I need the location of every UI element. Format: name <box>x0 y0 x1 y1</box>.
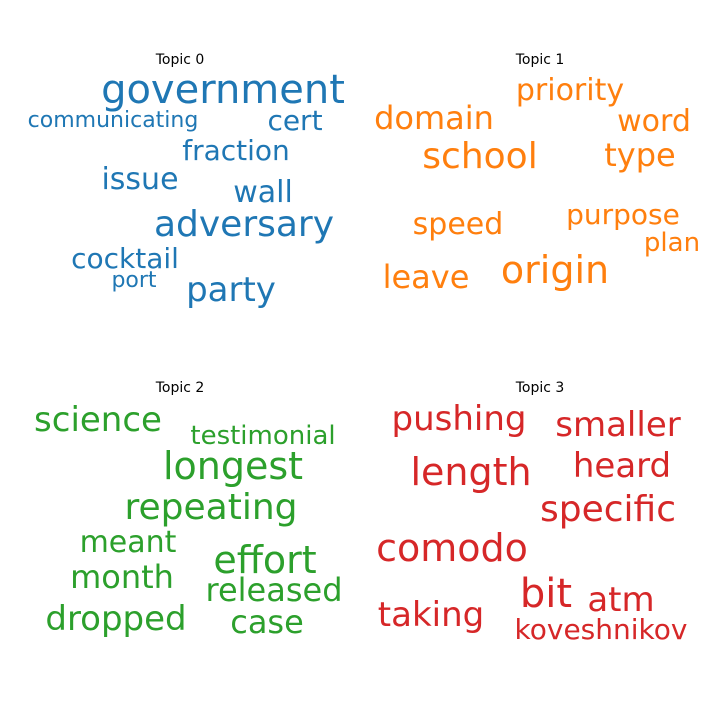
word-domain: domain <box>374 99 494 137</box>
word-cert: cert <box>267 104 323 137</box>
word-atm: atm <box>587 580 655 620</box>
word-port: port <box>111 268 157 293</box>
word-plan: plan <box>643 228 701 258</box>
word-purpose: purpose <box>566 198 680 231</box>
topic-title: Topic 3 <box>515 380 565 396</box>
word-smaller: smaller <box>555 405 681 445</box>
word-type: type <box>604 136 676 174</box>
word-school: school <box>422 136 538 177</box>
topic-panel-2: Topic 2 science testimonial longest repeatin… <box>0 328 360 688</box>
word-priority: priority <box>515 73 625 108</box>
word-party: party <box>186 270 276 310</box>
word-meant: meant <box>79 525 177 560</box>
word-government: government <box>101 67 345 113</box>
word-length: length <box>410 450 532 494</box>
topic-title: Topic 2 <box>155 380 205 396</box>
topic-panel-0: Topic 0 government cert communicating fracti… <box>0 0 360 360</box>
word-issue: issue <box>101 162 179 197</box>
word-science: science <box>34 400 162 440</box>
word-wall: wall <box>233 175 293 210</box>
word-koveshnikov: koveshnikov <box>514 613 688 646</box>
word-speed: speed <box>412 207 504 242</box>
word-heard: heard <box>572 446 672 486</box>
word-testimonial: testimonial <box>190 421 336 451</box>
word-effort: effort <box>213 538 317 582</box>
word-fraction: fraction <box>182 134 290 167</box>
word-adversary: adversary <box>153 204 335 245</box>
word-month: month <box>70 558 174 596</box>
word-cocktail: cocktail <box>71 242 179 275</box>
word-longest: longest <box>162 444 304 488</box>
topic-panel-3: Topic 3 pushing smaller heard length specific… <box>360 328 720 688</box>
word-repeating: repeating <box>124 487 298 528</box>
word-released: released <box>205 571 343 609</box>
word-pushing: pushing <box>391 399 527 439</box>
word-communicating: communicating <box>27 108 199 133</box>
word-specific: specific <box>539 489 677 530</box>
word-word: word <box>617 104 691 139</box>
word-dropped: dropped <box>45 599 187 639</box>
topic-panel-1: Topic 1 priority domain word school type purpo… <box>360 0 720 360</box>
word-leave: leave <box>382 258 470 296</box>
word-case: case <box>230 603 304 641</box>
word-comodo: comodo <box>376 526 528 570</box>
topic-title: Topic 1 <box>515 52 565 68</box>
topic-title: Topic 0 <box>155 52 205 68</box>
word-origin: origin <box>500 248 610 292</box>
word-taking: taking <box>377 595 485 635</box>
word-bit: bit <box>519 571 573 617</box>
